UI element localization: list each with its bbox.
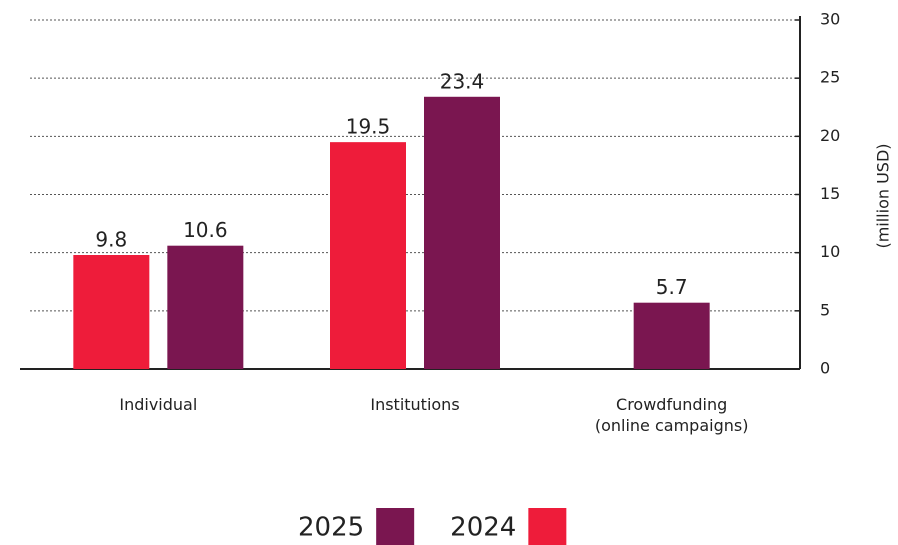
y-tick-label: 25 [820, 68, 840, 87]
y-axis-title: (million USD) [874, 143, 893, 248]
y-tick-label: 30 [820, 10, 840, 29]
legend-swatch [528, 508, 567, 545]
y-tick-label: 20 [820, 126, 840, 145]
value-label: 10.6 [183, 218, 228, 242]
y-tick-label: 15 [820, 184, 840, 203]
value-label: 19.5 [346, 115, 391, 139]
x-tick-label: Crowdfunding (online campaigns) [594, 395, 749, 435]
value-label: 23.4 [440, 69, 485, 93]
legend-label: 2024 [450, 513, 516, 543]
bar [633, 302, 710, 369]
value-label: 9.8 [95, 227, 127, 251]
y-tick-label: 0 [820, 359, 830, 378]
bar [73, 254, 150, 369]
legend-label: 2025 [298, 513, 364, 543]
bar [424, 96, 500, 369]
value-label: 5.7 [656, 275, 688, 299]
y-tick-label: 5 [820, 300, 830, 319]
bar [330, 142, 406, 369]
x-tick-label: Individual [119, 395, 198, 414]
y-tick-label: 10 [820, 242, 840, 261]
bar [167, 245, 244, 369]
legend-swatch [376, 508, 415, 545]
x-tick-label: Institutions [370, 395, 460, 414]
